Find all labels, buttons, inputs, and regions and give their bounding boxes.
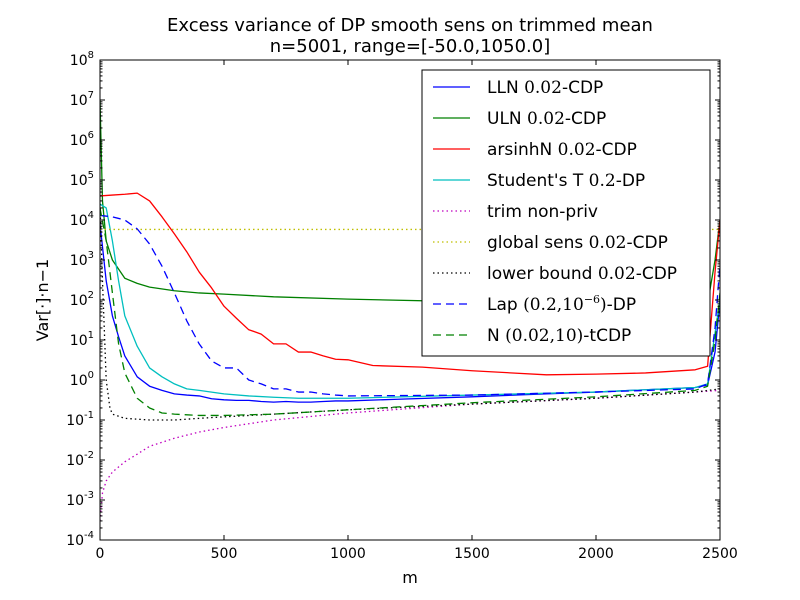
legend-entry-6: lower bound 0.02-CDP [487,264,677,284]
series-line-2 [100,192,720,376]
x-tick-label: 2000 [578,546,614,562]
legend: LLN 0.02-CDP ULN 0.02-CDP arsinhN 0.02-CDP… [421,69,711,357]
series-line-3 [100,203,720,399]
y-tick-label: 108 [70,50,94,69]
plot-frame [99,59,721,541]
legend-entry-8: N (0.02,10)-tCDP [487,326,631,346]
chart-title: Excess variance of DP smooth sens on tri… [167,15,653,36]
x-axis-label: m [402,568,418,587]
x-tick-label: 2500 [702,546,738,562]
legend-entry-7: Lap (0.2,10−6)-DP [487,293,636,315]
series-layer [100,99,720,521]
series-line-7 [100,214,720,397]
y-tick-label: 10-3 [66,490,94,509]
series-line-8 [100,207,720,417]
x-tick-label: 0 [96,546,105,562]
y-tick-label: 104 [70,210,94,229]
y-tick-label: 10-1 [66,410,94,429]
plot-area [100,99,720,521]
y-tick-label: 100 [70,370,94,389]
y-axis-label: Var[·]·n−1 [33,259,52,341]
chart-subtitle: n=5001, range=[-50.0,1050.0] [270,36,551,57]
y-tick-label: 107 [70,90,94,109]
y-tick-label: 101 [70,330,94,349]
y-tick-label: 105 [70,170,94,189]
x-tick-label: 1500 [454,546,490,562]
legend-entry-2: arsinhN 0.02-CDP [487,140,637,160]
ticks-layer: 0 500 1000 1500 2000 2500 10-4 10-3 10-2 10-1 100 1… [66,50,738,562]
series-line-4 [100,389,720,521]
y-tick-label: 10-2 [66,450,94,469]
legend-entry-0: LLN 0.02-CDP [487,78,603,98]
y-tick-label: 103 [70,250,94,269]
x-tick-label: 500 [211,546,238,562]
legend-entry-1: ULN 0.02-CDP [487,109,606,129]
y-tick-label: 10-4 [66,530,94,549]
legend-entry-3: Student's T 0.2-DP [487,171,645,191]
y-tick-label: 106 [70,130,94,149]
legend-entry-4: trim non-priv [487,202,598,222]
series-line-6 [100,204,720,421]
x-tick-label: 1000 [330,546,366,562]
legend-entry-5: global sens 0.02-CDP [487,233,668,253]
y-tick-label: 102 [70,290,94,309]
